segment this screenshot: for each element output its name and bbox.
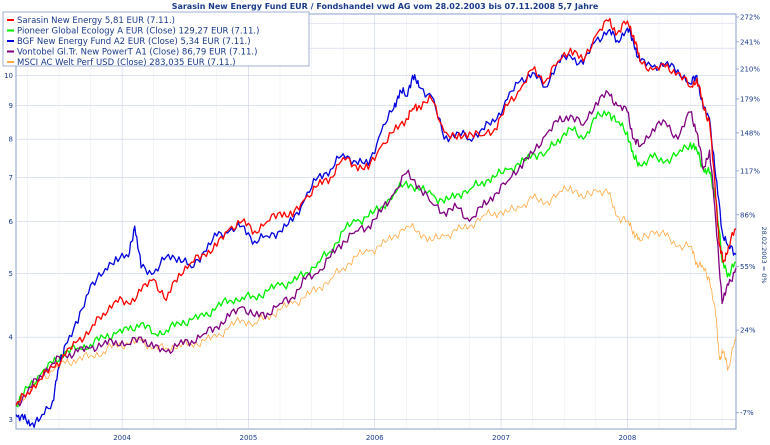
y-tick-label: 9 (9, 102, 13, 110)
series-line (15, 17, 737, 406)
right-tick-label: 55% (740, 263, 756, 271)
y-tick-label: 7 (9, 174, 13, 182)
legend-box (2, 11, 310, 67)
right-tick-label: 241% (740, 38, 760, 46)
right-tick-label: 86% (740, 211, 756, 219)
legend: Sarasin New Energy 5,81 EUR (7.11.)Pione… (2, 11, 310, 68)
series-line (15, 110, 737, 408)
y-tick-label: 6 (9, 218, 14, 226)
right-tick-label: 272% (740, 14, 760, 22)
y-tick-label: 4 (9, 334, 14, 342)
right-tick-label: 24% (740, 327, 756, 335)
legend-entry: MSCI AC Welt Perf USD (Close) 283,035 EU… (17, 58, 236, 68)
right-axis-label: 28.02.2003 = 0% (760, 226, 768, 283)
series-lines (15, 17, 737, 428)
right-tick-label: 117% (740, 167, 760, 175)
y-tick-label: 5 (9, 270, 13, 278)
legend-entry: BGF New Energy Fund A2 EUR (Close) 5,34 … (17, 37, 251, 47)
series-line (15, 90, 737, 407)
series-line (15, 185, 737, 406)
x-tick-label: 2004 (113, 434, 131, 442)
legend-items: Sarasin New Energy 5,81 EUR (7.11.)Pione… (7, 16, 259, 68)
legend-entry: Vontobel Gl.Tr. New PowerT A1 (Close) 86… (17, 48, 257, 58)
right-tick-label: 148% (740, 129, 760, 137)
chart-title: Sarasin New Energy Fund EUR / Fondshande… (172, 2, 599, 11)
legend-entry: Pioneer Global Ecology A EUR (Close) 129… (17, 27, 259, 37)
axis-labels: 3456789101112-7%24%55%86%117%148%179%210… (4, 14, 760, 442)
legend-entry: Sarasin New Energy 5,81 EUR (7.11.) (17, 16, 175, 26)
right-tick-label: -7% (740, 409, 754, 417)
y-tick-label: 10 (4, 72, 13, 80)
y-tick-label: 3 (9, 416, 13, 424)
x-tick-label: 2006 (366, 434, 384, 442)
y-tick-label: 8 (9, 136, 13, 144)
x-tick-label: 2008 (618, 434, 636, 442)
x-tick-label: 2007 (492, 434, 510, 442)
right-tick-label: 179% (740, 95, 760, 103)
right-tick-label: 210% (740, 65, 760, 73)
x-tick-label: 2005 (240, 434, 258, 442)
